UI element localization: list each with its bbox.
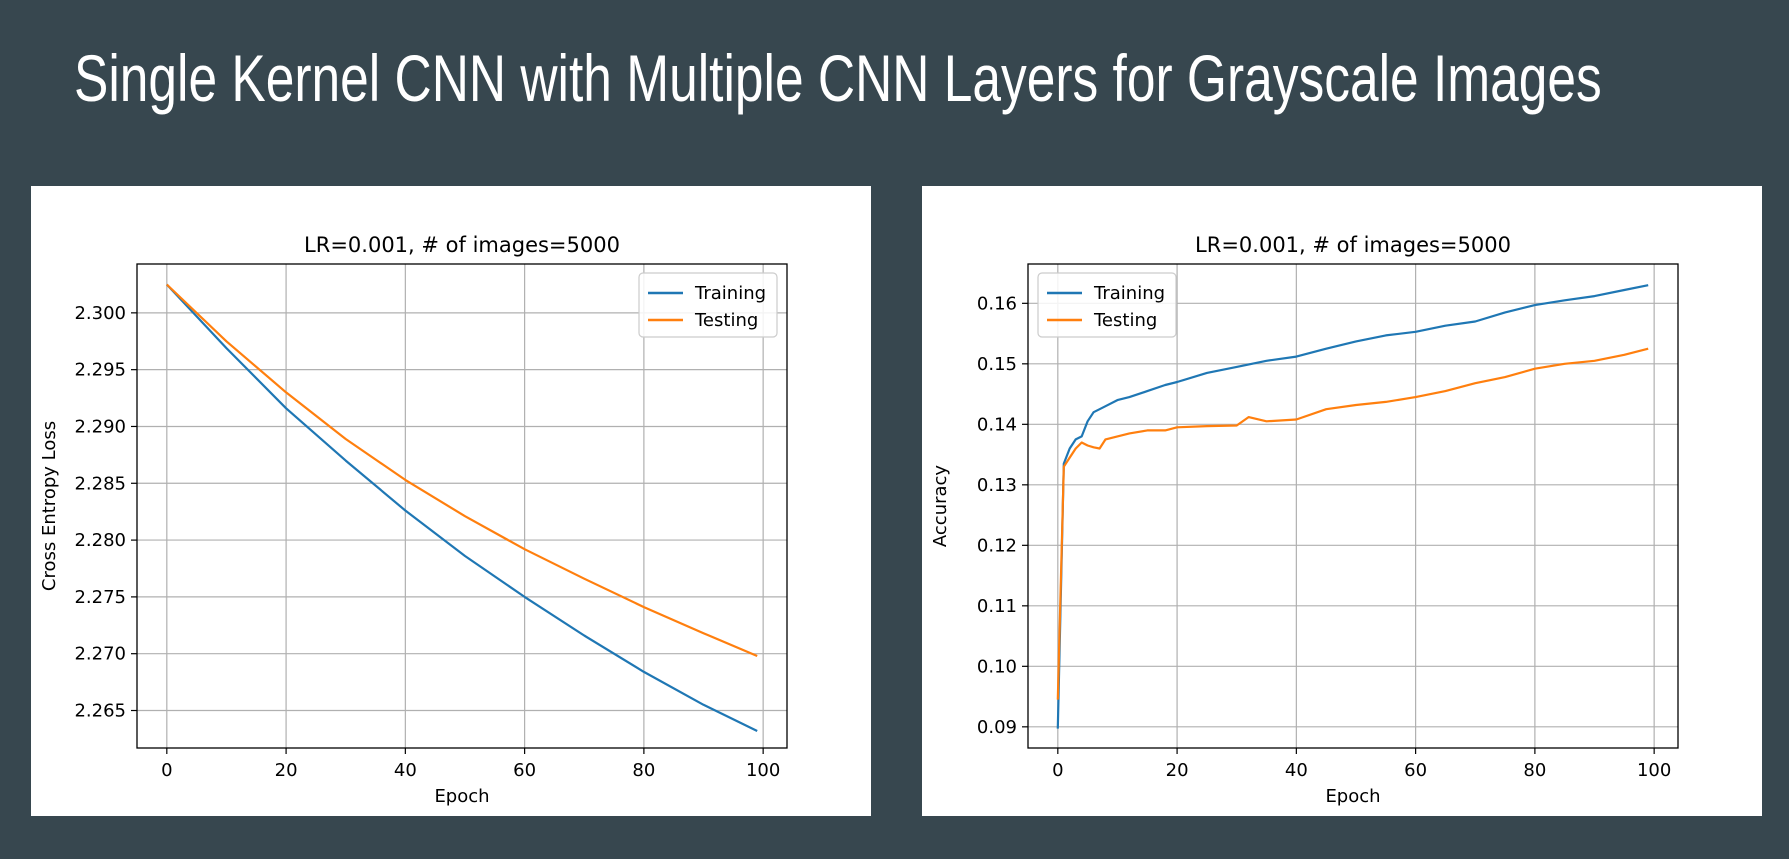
y-tick-label: 2.270 [74, 644, 126, 665]
y-tick-label: 2.280 [74, 530, 126, 551]
legend: Training Testing [638, 272, 778, 338]
chart-title: LR=0.001, # of images=5000 [304, 233, 620, 257]
plot-frame [1027, 263, 1679, 749]
x-tick-label: 20 [1166, 760, 1189, 781]
legend-label: Testing [1093, 310, 1157, 331]
x-tick-label: 100 [1637, 760, 1671, 781]
y-tick-label: 0.11 [977, 596, 1017, 617]
legend: Training Testing [1037, 272, 1177, 338]
y-tick-label: 0.12 [977, 535, 1017, 556]
legend-label: Training [1093, 283, 1165, 304]
y-tick-label: 0.09 [977, 717, 1017, 738]
y-tick-label: 0.14 [977, 414, 1017, 435]
x-tick-label: 100 [746, 760, 780, 781]
legend-label: Testing [694, 310, 758, 331]
y-tick-label: 0.10 [977, 656, 1017, 677]
series-line-training [165, 283, 758, 732]
accuracy-chart: 0 20 40 60 80 100 0.09 0.10 0.11 0.12 0.13 0.14 0.15… [930, 233, 1679, 807]
plot-frame [136, 263, 788, 749]
x-tick-label: 80 [632, 760, 655, 781]
series-line-training [1056, 284, 1649, 729]
y-tick-label: 2.275 [74, 587, 126, 608]
y-tick-label: 0.15 [977, 354, 1017, 375]
x-axis-label: Epoch [1325, 786, 1380, 807]
series-line-testing [1056, 347, 1649, 700]
x-tick-label: 80 [1523, 760, 1546, 781]
x-tick-label: 40 [1285, 760, 1308, 781]
x-tick-label: 0 [1052, 760, 1063, 781]
y-tick-label: 0.16 [977, 293, 1017, 314]
x-tick-label: 40 [394, 760, 417, 781]
x-axis-label: Epoch [434, 786, 489, 807]
y-axis-label: Accuracy [930, 465, 951, 548]
x-tick-label: 60 [513, 760, 536, 781]
y-axis-label: Cross Entropy Loss [39, 421, 60, 591]
chart-title: LR=0.001, # of images=5000 [1195, 233, 1511, 257]
y-tick-label: 2.285 [74, 473, 126, 494]
y-tick-label: 0.13 [977, 475, 1017, 496]
x-tick-label: 60 [1404, 760, 1427, 781]
loss-chart: 0 20 40 60 80 100 2.265 2.270 2.275 2.280 2.285 2.2… [39, 233, 788, 807]
x-tick-label: 20 [275, 760, 298, 781]
y-tick-label: 2.290 [74, 416, 126, 437]
y-tick-label: 2.265 [74, 701, 126, 722]
x-tick-label: 0 [161, 760, 172, 781]
loss-chart-panel: 0 20 40 60 80 100 2.265 2.270 2.275 2.280 2.285 2.2… [31, 186, 871, 816]
slide-title: Single Kernel CNN with Multiple CNN Laye… [74, 41, 1602, 115]
y-tick-label: 2.295 [74, 360, 126, 381]
y-tick-label: 2.300 [74, 303, 126, 324]
legend-label: Training [694, 283, 766, 304]
accuracy-chart-panel: 0 20 40 60 80 100 0.09 0.10 0.11 0.12 0.13 0.14 0.15… [922, 186, 1762, 816]
series-line-testing [166, 283, 758, 658]
